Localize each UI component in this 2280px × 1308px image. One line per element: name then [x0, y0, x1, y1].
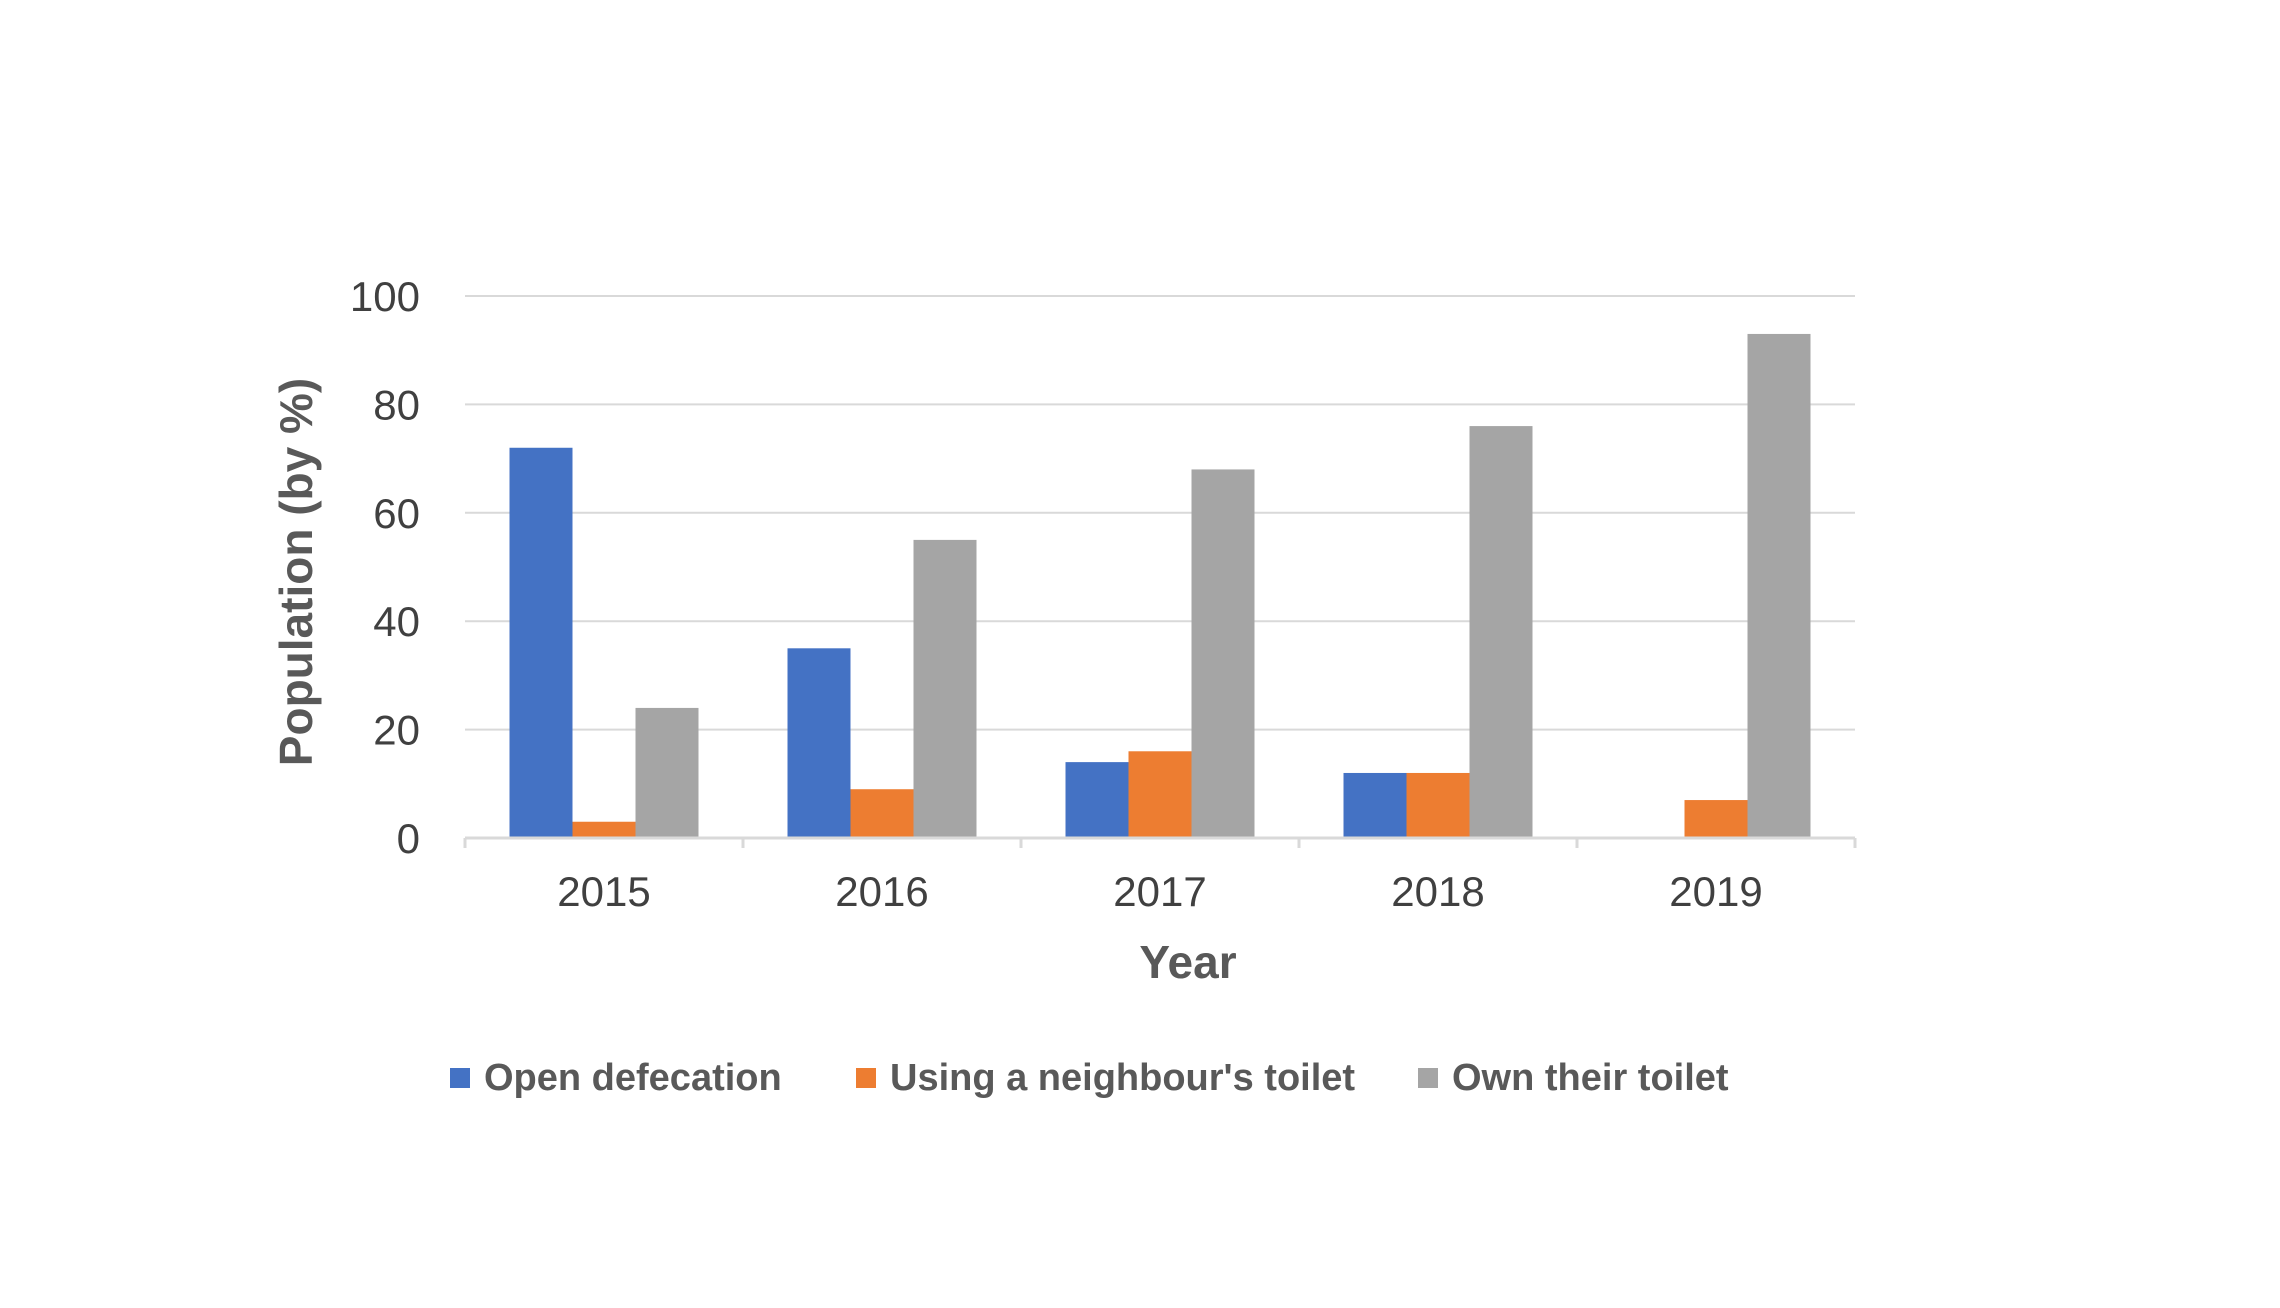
legend-item: Open defecation — [450, 1057, 782, 1099]
x-tick-labels: 2015 2016 2017 2018 2019 — [557, 868, 1762, 915]
x-tick-label: 2019 — [1669, 868, 1762, 915]
bar-using-a-neighbour-s-toilet-2015 — [572, 821, 636, 838]
x-tick-label: 2016 — [835, 868, 928, 915]
x-tick-label: 2018 — [1391, 868, 1484, 915]
bar-open-defecation-2015 — [509, 447, 573, 838]
legend-item: Own their toilet — [1418, 1057, 1729, 1099]
x-tick-label: 2015 — [557, 868, 650, 915]
bar-own-their-toilet-2017 — [1191, 469, 1255, 838]
legend: Open defecation Using a neighbour's toile… — [450, 1057, 1729, 1099]
bar-own-their-toilet-2019 — [1747, 333, 1811, 838]
bar-open-defecation-2016 — [787, 648, 851, 838]
x-axis-title: Year — [1139, 936, 1236, 988]
bar-own-their-toilet-2018 — [1469, 426, 1533, 838]
legend-swatch — [1418, 1068, 1438, 1088]
x-tick-label: 2017 — [1113, 868, 1206, 915]
gridlines — [465, 295, 1855, 731]
bar-using-a-neighbour-s-toilet-2018 — [1406, 772, 1470, 838]
y-tick-label: 40 — [373, 598, 420, 645]
y-tick-label: 60 — [373, 490, 420, 537]
bar-using-a-neighbour-s-toilet-2017 — [1128, 751, 1192, 838]
axes — [463, 836, 1857, 848]
y-tick-labels: 0 20 40 60 80 100 — [350, 273, 420, 862]
bar-open-defecation-2017 — [1065, 762, 1129, 838]
legend-item: Using a neighbour's toilet — [856, 1057, 1355, 1099]
y-tick-label: 80 — [373, 381, 420, 428]
bar-using-a-neighbour-s-toilet-2016 — [850, 789, 914, 838]
legend-swatch — [450, 1068, 470, 1088]
y-tick-label: 0 — [397, 815, 420, 862]
y-tick-label: 20 — [373, 707, 420, 754]
y-tick-label: 100 — [350, 273, 420, 320]
legend-label: Using a neighbour's toilet — [890, 1057, 1355, 1099]
legend-label: Own their toilet — [1452, 1057, 1729, 1099]
legend-label: Open defecation — [484, 1057, 782, 1099]
bar-using-a-neighbour-s-toilet-2019 — [1684, 800, 1748, 838]
bar-own-their-toilet-2016 — [913, 539, 977, 838]
legend-swatch — [856, 1068, 876, 1088]
bar-open-defecation-2018 — [1343, 772, 1407, 838]
bar-own-their-toilet-2015 — [635, 707, 699, 838]
bars — [509, 333, 1811, 838]
y-axis-title: Population (by %) — [270, 378, 322, 766]
